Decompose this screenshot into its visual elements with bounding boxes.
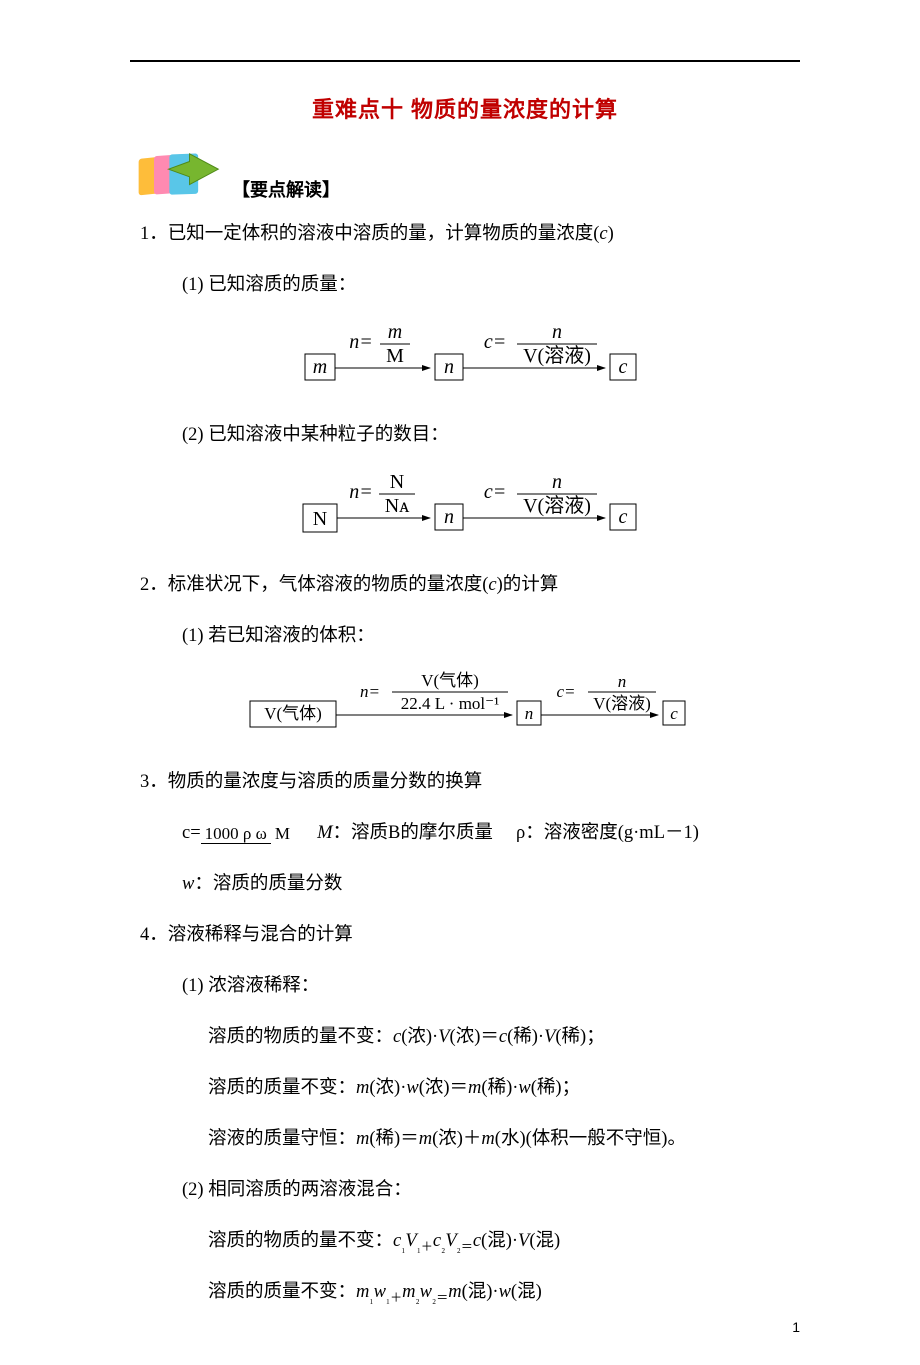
figure-2: V(气体) n= V(气体) 22.4 L · mol⁻¹ n c= n V(溶… [130,669,800,740]
top-rule [130,60,800,62]
figure-1b: N n= N Nᴀ n c= n V(溶液) c [130,468,800,543]
svg-text:V(溶液): V(溶液) [593,694,651,713]
s2-heading: 2．标准状况下，气体溶液的物质的量浓度(c)的计算 [140,567,800,604]
s4-l12: 溶质的质量不变：m(浓)·w(浓)＝m(稀)·w(稀)； [208,1070,800,1107]
page-title: 重难点十 物质的量浓度的计算 [130,92,800,124]
svg-text:c: c [670,704,678,723]
svg-text:n: n [618,672,627,691]
svg-text:c=: c= [484,331,506,353]
svg-text:Nᴀ: Nᴀ [385,495,410,517]
s2-p1: (1) 若已知溶液的体积： [182,618,800,655]
svg-text:n: n [552,321,562,343]
svg-text:n=: n= [349,481,373,503]
svg-text:M: M [386,345,404,367]
svg-text:V(溶液): V(溶液) [523,494,591,517]
svg-text:n=: n= [349,331,373,353]
s3-line2: w：溶质的质量分数 [182,866,800,903]
s1-heading: 1．已知一定体积的溶液中溶质的量，计算物质的量浓度(c) [140,216,800,253]
svg-text:V(气体): V(气体) [264,704,322,723]
svg-text:c: c [619,356,628,378]
svg-text:N: N [390,471,404,493]
s1-p2: (2) 已知溶液中某种粒子的数目： [182,417,800,454]
s1-p1: (1) 已知溶质的质量： [182,267,800,304]
section-label: 【要点解读】 [232,176,340,202]
svg-text:m: m [388,321,402,343]
section-header-row: 【要点解读】 [130,144,800,202]
svg-text:n=: n= [360,682,380,701]
svg-text:n: n [525,704,534,723]
s4-p2: (2) 相同溶质的两溶液混合： [182,1172,800,1209]
s4-heading: 4．溶液稀释与混合的计算 [140,917,800,954]
s3-heading: 3．物质的量浓度与溶质的质量分数的换算 [140,764,800,801]
folder-arrow-icon [130,144,226,202]
s4-p1: (1) 浓溶液稀释： [182,968,800,1005]
s4-l11: 溶质的物质的量不变：c(浓)·V(浓)＝c(稀)·V(稀)； [208,1019,800,1056]
page-number: 1 [792,1319,800,1335]
s3-formula: c=1000 ρ ωM M：溶质B的摩尔质量 ρ：溶液密度(g·mL－1) [182,815,800,852]
svg-text:c=: c= [484,481,506,503]
svg-text:m: m [313,356,327,378]
s4-l13: 溶液的质量守恒：m(稀)＝m(浓)＋m(水)(体积一般不守恒)。 [208,1121,800,1158]
svg-text:N: N [313,508,327,530]
svg-text:c=: c= [556,682,575,701]
s4-l22: 溶质的质量不变：m₁w₁＋m₂w₂＝m(混)·w(混) [208,1274,800,1311]
svg-text:22.4 L · mol⁻¹: 22.4 L · mol⁻¹ [401,694,499,713]
page: 重难点十 物质的量浓度的计算 【要点解读】 1．已知一定体积的溶液中溶质的量，计… [0,0,920,1365]
s4-l21: 溶质的物质的量不变：c₁V₁＋c₂V₂＝c(混)·V(混) [208,1223,800,1260]
svg-text:c: c [619,506,628,528]
svg-text:n: n [444,506,454,528]
svg-text:V(气体): V(气体) [421,671,479,690]
figure-1a: m n= m M n c= n V(溶液) c [130,318,800,393]
svg-text:V(溶液): V(溶液) [523,344,591,367]
svg-text:n: n [444,356,454,378]
svg-text:n: n [552,471,562,493]
